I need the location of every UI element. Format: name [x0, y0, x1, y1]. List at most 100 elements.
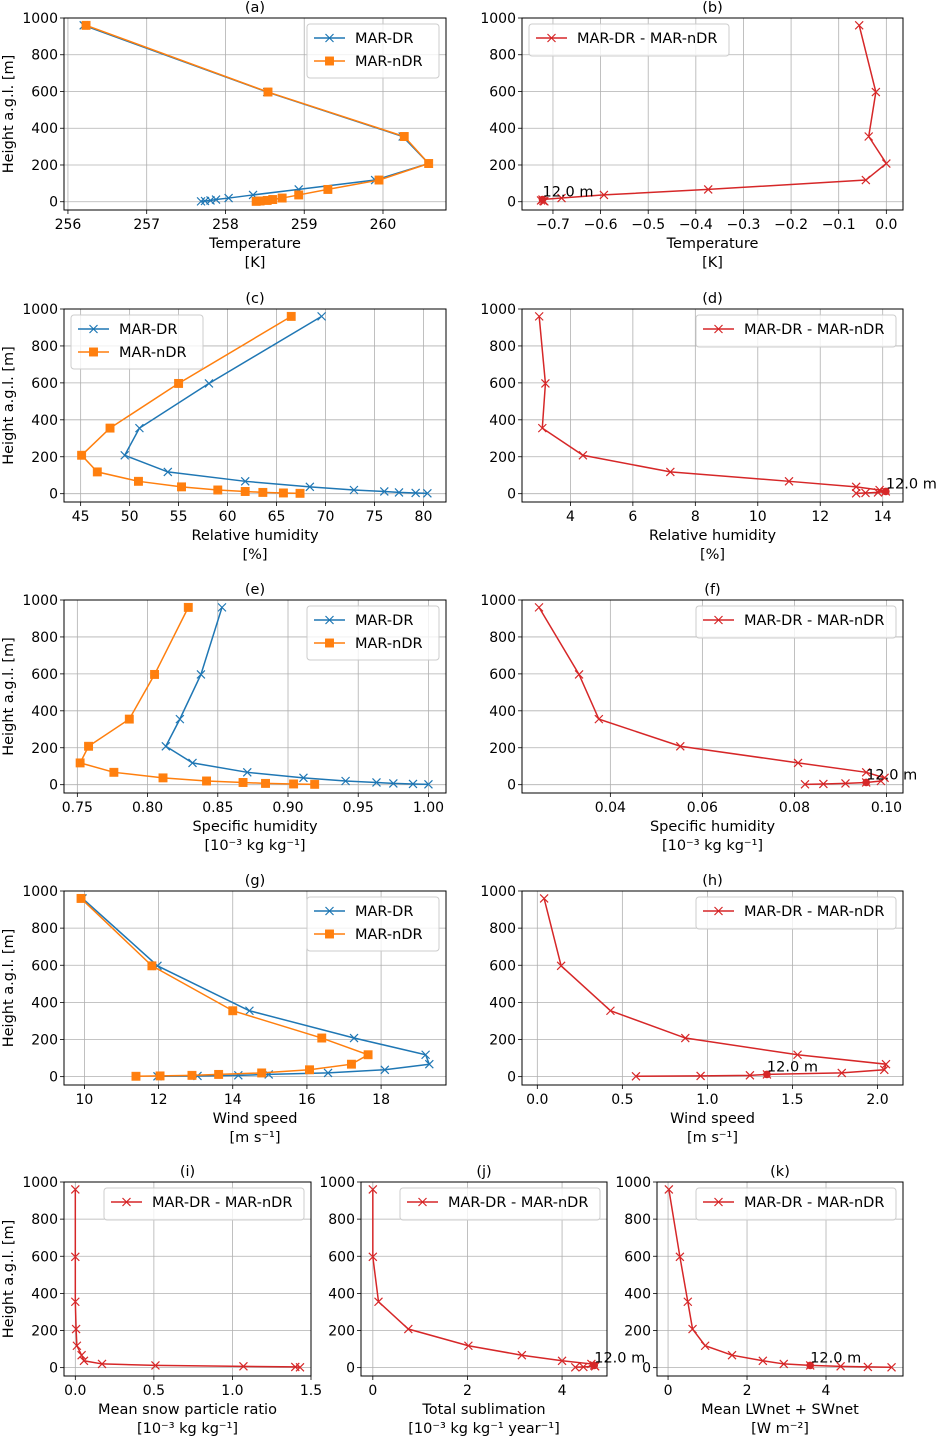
data-point-mar_dr — [349, 485, 359, 495]
panel-title: (c) — [245, 291, 264, 307]
x-tick-label: 45 — [72, 509, 90, 525]
y-tick-label: 400 — [31, 704, 58, 720]
data-point-mar_ndr — [286, 311, 296, 321]
y-tick-label: 400 — [31, 121, 58, 137]
x-tick-label: 16 — [298, 1092, 316, 1108]
highlight-point — [538, 195, 547, 204]
x-axis-label: Wind speed — [670, 1111, 755, 1127]
x-axis-label: Mean LWnet + SWnet — [701, 1402, 859, 1418]
data-point-mar_ndr — [84, 741, 94, 751]
x-tick-label: 0.10 — [871, 800, 902, 816]
x-tick-label: 0.08 — [779, 800, 810, 816]
legend-marker-mar_dr — [325, 615, 334, 625]
x-tick-label: −0.3 — [726, 217, 760, 233]
x-tick-label: 0.90 — [272, 800, 303, 816]
x-tick-label: 4 — [566, 509, 575, 525]
data-point-mar_ndr — [105, 423, 115, 433]
legend-marker-diff — [714, 615, 723, 625]
data-point-diff — [77, 1350, 87, 1360]
y-tick-label: 0 — [642, 1361, 651, 1377]
y-tick-label: 0 — [49, 1070, 58, 1086]
y-tick-label: 800 — [489, 630, 516, 646]
x-axis-unit: [m s⁻¹] — [687, 1130, 738, 1146]
data-point-diff — [863, 1362, 873, 1372]
data-point-mar_dr — [120, 450, 130, 460]
x-axis-unit: [%] — [242, 547, 267, 563]
legend-label-diff: MAR-DR - MAR-nDR — [744, 613, 884, 629]
data-point-mar_ndr — [251, 196, 261, 206]
data-point-mar_ndr — [257, 1068, 267, 1078]
panel-title: (f) — [704, 582, 720, 598]
data-point-diff — [517, 1350, 527, 1360]
data-point-mar_ndr — [346, 1059, 356, 1069]
axes-frame — [521, 17, 904, 211]
legend-label-mar_ndr: MAR-nDR — [119, 345, 187, 361]
legend-label-mar_ndr: MAR-nDR — [355, 636, 423, 652]
data-point-mar_ndr — [240, 487, 250, 496]
data-point-mar_ndr — [187, 1070, 197, 1080]
data-point-mar_dr — [380, 1065, 390, 1075]
data-point-mar_dr — [408, 779, 418, 789]
y-tick-label: 0 — [49, 778, 58, 794]
y-axis-label: Height a.g.l. [m] — [1, 929, 17, 1048]
data-point-diff — [151, 1360, 160, 1370]
y-tick-label: 0 — [49, 1361, 58, 1377]
data-point-diff — [71, 1324, 81, 1334]
x-axis-label: Wind speed — [213, 1111, 298, 1127]
x-tick-label: 6 — [628, 509, 637, 525]
panel-title: (d) — [702, 291, 723, 307]
x-tick-label: 0.5 — [611, 1092, 633, 1108]
y-tick-label: 600 — [624, 1249, 651, 1265]
y-tick-label: 800 — [31, 339, 58, 355]
legend-marker-mar_dr — [325, 906, 334, 916]
series-line-diff — [538, 607, 887, 786]
y-tick-label: 0 — [346, 1361, 355, 1377]
y-tick-label: 800 — [489, 339, 516, 355]
data-point-diff — [841, 778, 850, 788]
y-tick-label: 200 — [328, 1324, 355, 1340]
data-point-diff — [800, 779, 810, 789]
data-point-mar_ndr — [424, 159, 434, 168]
data-point-mar_ndr — [92, 467, 102, 477]
x-tick-label: 55 — [170, 509, 188, 525]
data-point-diff — [784, 476, 794, 486]
data-point-mar_dr — [341, 776, 351, 786]
y-tick-label: 600 — [489, 667, 516, 683]
data-point-diff — [864, 132, 874, 141]
highlight-label: 12.0 m — [542, 185, 593, 201]
data-point-diff — [534, 311, 544, 321]
legend: MAR-DR MAR-nDR — [306, 896, 440, 952]
data-point-mar_ndr — [76, 893, 86, 903]
data-point-mar_ndr — [214, 1069, 224, 1079]
data-point-mar_ndr — [323, 184, 333, 194]
data-point-mar_dr — [242, 767, 252, 777]
y-tick-label: 0 — [49, 487, 58, 503]
series-line-diff — [538, 316, 886, 495]
y-tick-label: 600 — [31, 958, 58, 974]
x-tick-label: 1.00 — [413, 800, 444, 816]
x-tick-label: 0.5 — [143, 1383, 165, 1399]
data-point-diff — [403, 1324, 413, 1334]
panel-k: 0 2 4 0 200 400 600 800 1000 12.0 m (k) Mean LWnet … — [615, 1164, 904, 1437]
highlight-point — [806, 1361, 815, 1370]
legend-label-mar_dr: MAR-DR — [355, 904, 413, 920]
x-tick-label: −0.1 — [822, 217, 856, 233]
y-tick-label: 1000 — [480, 593, 516, 609]
data-point-diff — [887, 1362, 896, 1372]
data-point-diff — [463, 1341, 473, 1351]
x-axis-unit: [10⁻³ kg kg⁻¹ year⁻¹] — [408, 1421, 560, 1437]
x-axis-label: Total sublimation — [421, 1402, 545, 1418]
x-tick-label: 12 — [811, 509, 829, 525]
x-tick-label: 14 — [224, 1092, 242, 1108]
x-tick-label: 0.95 — [343, 800, 374, 816]
y-tick-label: 600 — [31, 667, 58, 683]
data-point-mar_ndr — [213, 485, 223, 495]
data-point-diff — [537, 423, 547, 433]
x-axis-label: Temperature — [666, 236, 759, 252]
legend-box — [103, 1187, 305, 1221]
data-point-mar_dr — [372, 778, 381, 787]
y-tick-label: 200 — [489, 1033, 516, 1049]
y-tick-label: 400 — [489, 995, 516, 1011]
legend: MAR-DR - MAR-nDR — [103, 1187, 305, 1221]
series-line-diff — [74, 1189, 301, 1369]
